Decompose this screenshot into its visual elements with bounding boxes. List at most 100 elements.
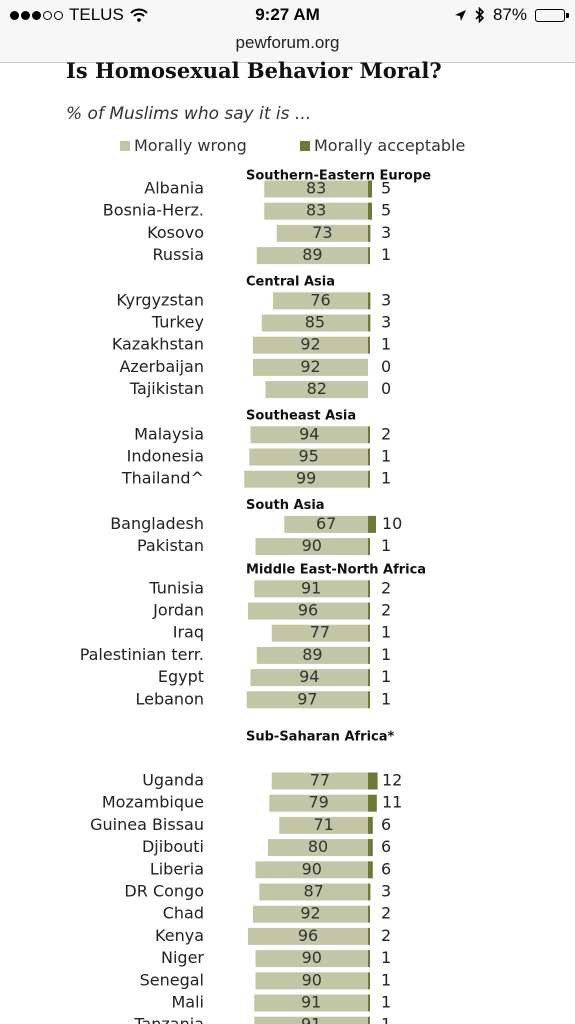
value-label-acceptable: 1 xyxy=(381,469,391,488)
wifi-icon xyxy=(130,8,148,22)
country-label: Djibouti xyxy=(142,837,204,856)
value-label-acceptable: 5 xyxy=(381,201,391,220)
value-label-acceptable: 2 xyxy=(381,424,391,443)
value-label-wrong: 73 xyxy=(312,223,332,242)
value-label-wrong: 77 xyxy=(310,771,330,790)
value-label-wrong: 82 xyxy=(307,379,327,398)
value-label-acceptable: 3 xyxy=(381,290,391,309)
bar-acceptable xyxy=(368,538,370,556)
bar-wrong xyxy=(273,292,368,310)
bar-wrong xyxy=(256,247,368,265)
country-label: Jordan xyxy=(152,601,204,620)
value-label-acceptable: 1 xyxy=(381,948,391,967)
value-label-wrong: 94 xyxy=(299,424,319,443)
country-label: Kazakhstan xyxy=(112,335,204,354)
value-label-acceptable: 1 xyxy=(381,645,391,664)
bar-acceptable xyxy=(368,224,371,242)
country-label: Thailand^ xyxy=(121,469,204,488)
legend-swatch-wrong xyxy=(120,140,130,151)
country-label: DR Congo xyxy=(124,882,204,901)
value-label-acceptable: 3 xyxy=(381,882,391,901)
value-label-wrong: 90 xyxy=(302,970,322,989)
country-label: Mali xyxy=(172,993,205,1012)
bar-wrong xyxy=(261,314,368,332)
bar-acceptable xyxy=(368,905,370,923)
bar-wrong xyxy=(256,646,368,664)
group-heading: Middle East-North Africa xyxy=(246,562,426,577)
country-label: Iraq xyxy=(173,623,204,642)
value-label-acceptable: 10 xyxy=(382,514,402,533)
bar-wrong xyxy=(246,691,368,709)
value-label-acceptable: 2 xyxy=(381,601,391,620)
url-text[interactable]: pewforum.org xyxy=(235,33,340,52)
address-bar[interactable]: pewforum.org xyxy=(0,30,575,63)
bar-wrong xyxy=(276,224,368,242)
bar-wrong xyxy=(248,602,368,620)
country-label: Kyrgyzstan xyxy=(116,290,204,309)
value-label-acceptable: 0 xyxy=(381,379,391,398)
chart-subtitle: % of Muslims who say it is ... xyxy=(66,104,312,124)
value-label-acceptable: 12 xyxy=(382,771,402,790)
bar-wrong xyxy=(254,994,368,1012)
value-label-acceptable: 1 xyxy=(381,536,391,555)
bar-wrong xyxy=(279,816,368,834)
country-label: Tajikistan xyxy=(129,379,204,398)
country-label: Russia xyxy=(153,245,204,264)
country-label: Pakistan xyxy=(137,536,204,555)
country-label: Indonesia xyxy=(127,447,204,466)
bar-acceptable xyxy=(368,292,371,310)
bar-wrong xyxy=(253,905,368,923)
bar-acceptable xyxy=(368,972,370,990)
bar-acceptable xyxy=(368,314,371,332)
bar-wrong xyxy=(253,336,368,354)
bar-wrong xyxy=(259,883,368,901)
country-label: Uganda xyxy=(142,771,204,790)
country-label: Kenya xyxy=(155,926,204,945)
value-label-acceptable: 2 xyxy=(381,578,391,597)
bar-acceptable xyxy=(368,426,370,444)
bar-wrong xyxy=(265,381,368,399)
bar-wrong xyxy=(254,580,368,598)
country-label: Senegal xyxy=(140,970,204,989)
bar-wrong xyxy=(253,358,368,376)
bar-acceptable xyxy=(368,883,371,901)
carrier-label: TELUS xyxy=(69,5,124,24)
legend-swatch-acceptable xyxy=(300,140,310,151)
bar-acceptable xyxy=(368,580,370,598)
clock: 9:27 AM xyxy=(255,5,320,24)
country-label: Egypt xyxy=(158,667,204,686)
country-label: Albania xyxy=(144,179,204,198)
bar-acceptable xyxy=(368,448,370,466)
country-label: Palestinian terr. xyxy=(80,645,204,664)
bar-wrong xyxy=(271,624,368,642)
value-label-acceptable: 3 xyxy=(381,223,391,242)
bar-wrong xyxy=(255,950,368,968)
value-label-wrong: 91 xyxy=(301,993,321,1012)
bar-wrong xyxy=(255,861,368,879)
bar-acceptable xyxy=(368,247,370,265)
bar-wrong xyxy=(249,448,368,466)
bar-wrong xyxy=(250,669,368,687)
value-label-wrong: 79 xyxy=(308,793,328,812)
country-label: Chad xyxy=(163,904,204,923)
country-label: Bangladesh xyxy=(110,514,204,533)
bar-wrong xyxy=(284,515,368,533)
chart-title: Is Homosexual Behavior Moral? xyxy=(66,58,442,83)
value-label-acceptable: 1 xyxy=(381,667,391,686)
bar-wrong xyxy=(254,1016,368,1024)
value-label-wrong: 92 xyxy=(300,335,320,354)
country-label: Liberia xyxy=(150,859,204,878)
bar-wrong xyxy=(268,839,368,857)
status-right: 87% xyxy=(454,5,569,25)
bar-wrong xyxy=(269,794,368,812)
legend-label-wrong: Morally wrong xyxy=(134,136,247,155)
status-bar: TELUS 9:27 AM 87% xyxy=(0,0,575,30)
value-label-wrong: 80 xyxy=(308,837,328,856)
value-label-wrong: 95 xyxy=(298,447,318,466)
battery-percent: 87% xyxy=(492,5,527,24)
value-label-acceptable: 3 xyxy=(381,313,391,332)
bar-wrong xyxy=(255,538,368,556)
legend-label-acceptable: Morally acceptable xyxy=(314,136,466,155)
country-label: Turkey xyxy=(151,313,204,332)
value-label-wrong: 89 xyxy=(302,245,322,264)
